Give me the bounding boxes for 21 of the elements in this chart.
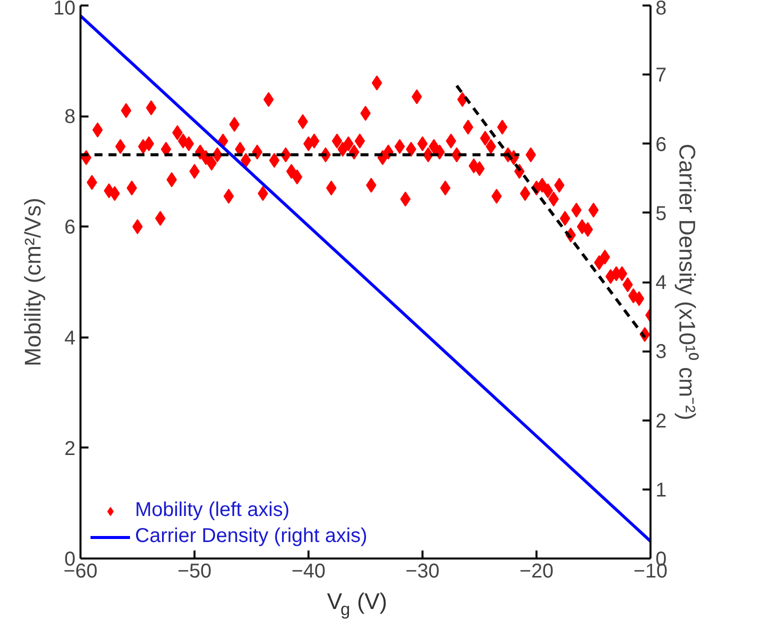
- y-tick-label: 8: [64, 106, 76, 128]
- y2-tick-label: 5: [656, 202, 667, 225]
- y2-tick-label: 3: [656, 341, 667, 364]
- y-tick-label: 6: [64, 216, 76, 239]
- legend-label: Mobility (left axis): [135, 499, 290, 522]
- y-tick-label: 10: [53, 0, 76, 20]
- legend-label: Carrier Density (right axis): [135, 525, 368, 548]
- y2-tick-label: 8: [656, 0, 667, 20]
- x-tick-label: −50: [178, 560, 212, 582]
- y2-tick-label: 6: [656, 134, 667, 156]
- x-tick-label: −40: [292, 560, 326, 582]
- y2-axis-title: Carrier Density (x10¹⁰ cm⁻²): [674, 144, 701, 420]
- y-tick-label: 2: [64, 438, 76, 460]
- y2-tick-label: 2: [656, 410, 667, 432]
- x-tick-label: −20: [520, 560, 554, 582]
- y-axis-title: Mobility (cm²/Vs): [19, 198, 46, 366]
- x-tick-label: −30: [406, 560, 440, 582]
- y2-tick-label: 1: [656, 479, 667, 502]
- y2-tick-label: 7: [656, 64, 667, 87]
- y-tick-label: 4: [64, 327, 76, 350]
- y2-tick-label: 4: [656, 272, 667, 294]
